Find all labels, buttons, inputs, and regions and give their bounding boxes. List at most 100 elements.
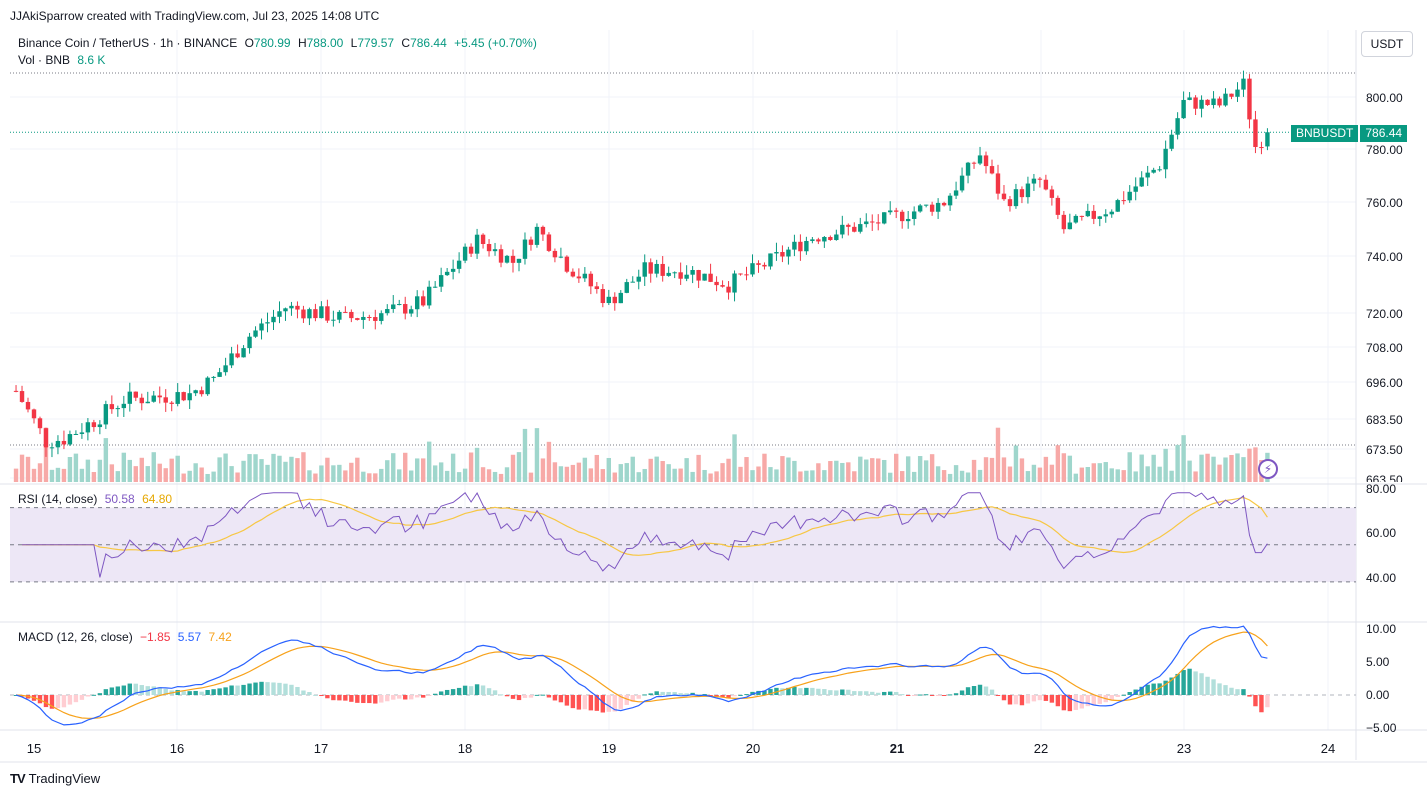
candle (660, 263, 665, 276)
candle (1127, 191, 1132, 201)
candle (1229, 93, 1234, 97)
currency-button[interactable]: USDT (1361, 31, 1413, 57)
macd-histogram-bar (546, 695, 552, 698)
volume-bar (343, 470, 348, 482)
macd-histogram-bar (1019, 695, 1025, 706)
price-tick: 708.00 (1366, 341, 1403, 355)
lightning-icon[interactable]: ⚡ (1258, 459, 1278, 479)
candle (510, 255, 516, 263)
macd-histogram-bar (1037, 695, 1043, 701)
candle (666, 272, 671, 276)
candle (301, 309, 306, 319)
volume-bar (618, 464, 623, 482)
macd-histogram-bar (714, 695, 719, 697)
macd-histogram-bar (235, 685, 240, 695)
candle (73, 433, 79, 435)
volume-bar (223, 453, 228, 482)
volume-bar (415, 458, 420, 482)
macd-histogram-bar (888, 691, 893, 695)
volume-bar (792, 460, 797, 482)
candle (1151, 169, 1156, 173)
macd-histogram-bar (301, 690, 306, 695)
macd-histogram-bar (73, 695, 79, 703)
candle (49, 447, 55, 449)
candle (211, 376, 216, 378)
volume-bar (73, 453, 79, 482)
volume-bar (432, 465, 438, 482)
macd-tick: 5.00 (1366, 655, 1390, 669)
candle (953, 190, 959, 196)
macd-histogram-bar (1211, 679, 1216, 695)
macd-histogram-bar (1235, 689, 1240, 695)
rsi-value: 50.58 (104, 492, 135, 506)
price-tick: 780.00 (1366, 143, 1403, 157)
volume-bar (1115, 469, 1120, 482)
tradingview-brand[interactable]: TV TradingView (10, 771, 100, 786)
macd-signal-value: 7.42 (208, 630, 232, 644)
volume-bar (1019, 458, 1025, 482)
macd-histogram-bar (468, 686, 474, 695)
candle (786, 249, 791, 257)
macd-histogram-bar (462, 685, 468, 695)
candle (438, 275, 444, 287)
volume-bar (510, 454, 516, 482)
macd-histogram-bar (1127, 692, 1132, 695)
candle (720, 285, 725, 287)
candle (1217, 98, 1222, 106)
macd-histogram-bar (415, 695, 420, 698)
candle (642, 262, 647, 277)
volume-bar (1001, 457, 1007, 482)
candle (25, 401, 31, 410)
macd-histogram-bar (600, 695, 606, 713)
candle (307, 309, 312, 319)
candle (1169, 134, 1174, 149)
volume-bar (750, 470, 755, 482)
candle (13, 390, 19, 392)
candle (349, 311, 354, 319)
macd-histogram-bar (1025, 695, 1031, 704)
macd-histogram-bar (894, 691, 899, 695)
volume-bar (127, 459, 132, 482)
volume-bar (379, 468, 384, 482)
volume-bar (911, 471, 917, 482)
volume-bar (762, 453, 767, 482)
change-value: +5.45 (+0.70%) (454, 36, 537, 50)
volume-bar (163, 468, 168, 482)
volume-bar (103, 438, 109, 482)
candle (223, 365, 228, 373)
candle (169, 402, 174, 404)
macd-histogram-bar (1079, 695, 1085, 709)
volume-bar (385, 460, 390, 482)
macd-histogram-bar (726, 695, 731, 699)
volume-bar (516, 452, 522, 482)
candle (576, 276, 582, 279)
rsi-line (22, 491, 1268, 578)
time-tick: 17 (313, 741, 329, 756)
rsi-tick: 40.00 (1366, 571, 1397, 585)
volume-bar (624, 463, 629, 482)
volume-bar (426, 441, 432, 482)
high-label: H (297, 36, 307, 50)
macd-legend: MACD (12, 26, close) −1.85 5.57 7.42 (18, 630, 236, 644)
candle (420, 296, 426, 306)
macd-histogram-bar (498, 694, 504, 696)
price-tick: 663.50 (1366, 473, 1403, 482)
macd-histogram-bar (804, 687, 809, 695)
volume-bar (229, 466, 234, 482)
macd-histogram-bar (852, 691, 857, 695)
volume-bar (349, 462, 354, 482)
macd-histogram-bar (229, 685, 234, 695)
candle (798, 241, 803, 252)
macd-histogram-bar (1055, 695, 1061, 707)
macd-histogram-bar (1049, 695, 1055, 703)
candle (977, 155, 983, 164)
volume-bar (367, 473, 372, 482)
volume-bar (217, 457, 222, 482)
volume-bar (959, 470, 965, 482)
candle (876, 222, 881, 224)
low-value: 779.57 (357, 36, 395, 50)
candle (732, 273, 737, 293)
candle (127, 391, 132, 404)
candle (846, 224, 851, 227)
